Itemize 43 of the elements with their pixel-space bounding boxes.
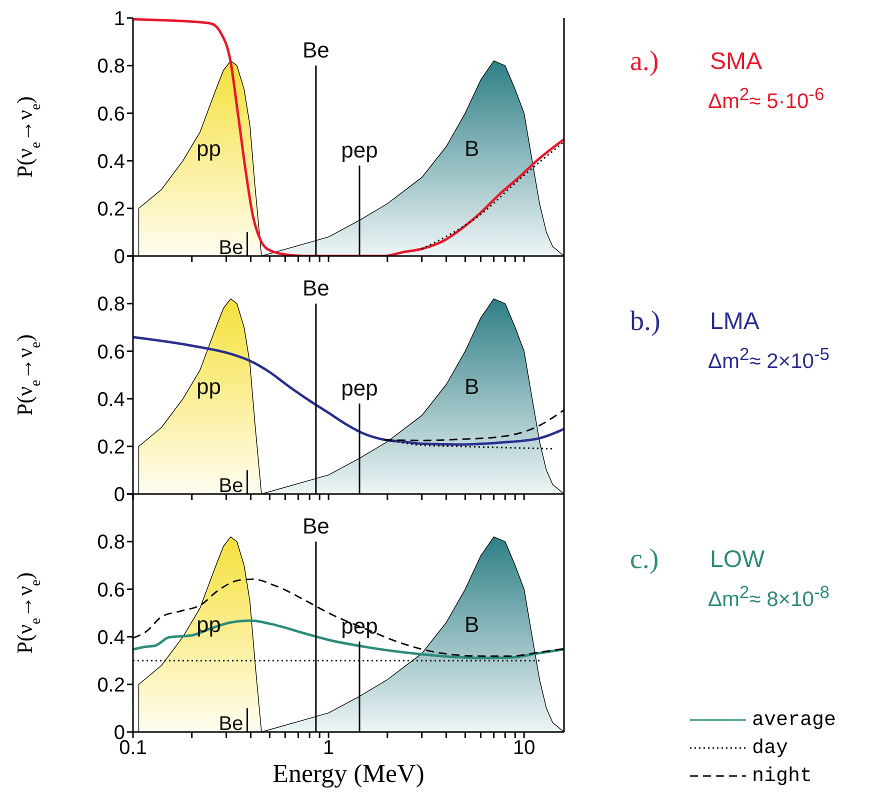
legend-label: average [752, 708, 836, 732]
x-tick-label: 10 [512, 737, 536, 760]
series-label: Be [218, 237, 244, 260]
legend-label: Be [218, 713, 244, 736]
y-tick-label: 0 [114, 246, 125, 268]
y-tick-label: 1 [114, 8, 125, 30]
series-label: pep [341, 376, 378, 401]
y-tick-label: 0.4 [97, 626, 125, 649]
x-tick-label: 1 [322, 737, 334, 760]
y-tick-label: 0.8 [97, 532, 125, 554]
y-tick-label: 0.8 [97, 294, 125, 316]
y-tick-label: 0.2 [97, 674, 125, 696]
y-tick-label: 0.4 [97, 150, 125, 173]
y-tick-label: 0 [114, 484, 125, 506]
series-label: B [464, 612, 480, 637]
series-label: B [464, 136, 480, 161]
text: SMA [710, 48, 762, 76]
series-label: Be [218, 475, 244, 498]
text: Δm$^{2}$≈ 5·10$^{-6}$ [708, 84, 824, 114]
series-label: B [464, 374, 480, 399]
text: b.) [630, 306, 660, 338]
series-label: pp [196, 136, 221, 161]
series-label: pp [196, 374, 221, 399]
y-tick-label: 0.2 [97, 436, 125, 458]
x-axis-title: Energy (MeV) [272, 759, 424, 788]
text: Δm$^{2}$≈ 8×10$^{-8}$ [708, 582, 830, 612]
legend-label: night [752, 764, 812, 788]
legend-label: day [752, 736, 788, 760]
y-tick-label: 0.2 [97, 198, 125, 220]
text: a.) [630, 46, 659, 78]
text: LOW [710, 546, 765, 574]
y-tick-label: 0.8 [97, 56, 125, 78]
series-label: Be [302, 276, 330, 301]
y-tick-label: 0.6 [97, 103, 125, 126]
text: Δm$^{2}$≈ 2×10$^{-5}$ [708, 344, 830, 374]
series-label: pep [341, 138, 378, 163]
y-tick-label: 0.4 [97, 388, 125, 411]
series-label: Be [302, 38, 330, 63]
y-tick-label: 0.6 [97, 341, 125, 364]
text: LMA [710, 308, 760, 336]
series-label: Be [302, 514, 330, 539]
text: c.) [630, 544, 659, 576]
y-tick-label: 0.6 [97, 579, 125, 602]
